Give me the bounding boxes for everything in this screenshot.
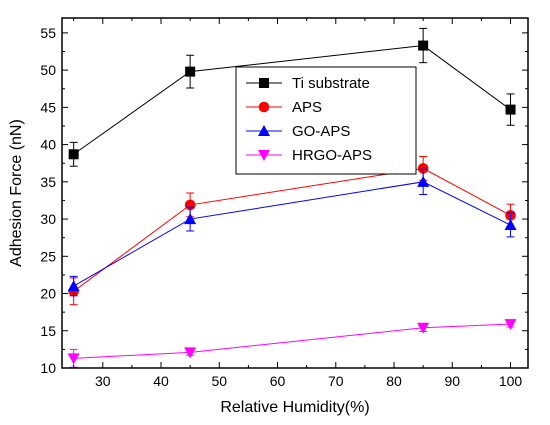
legend-label: APS <box>292 99 322 116</box>
data-point <box>418 40 429 51</box>
plot-frame <box>61 17 529 369</box>
y-tick-label: 35 <box>40 174 56 190</box>
data-point <box>67 280 80 292</box>
y-tick-label: 30 <box>40 211 56 227</box>
series-aps <box>68 156 516 306</box>
y-tick-label: 50 <box>40 62 56 78</box>
series-line <box>73 167 511 292</box>
legend-label: Ti substrate <box>292 75 370 92</box>
data-point <box>184 213 197 225</box>
legend-entry: APS <box>246 99 322 116</box>
y-axis-title: Adhesion Force (nN) <box>8 119 25 267</box>
x-tick-label: 70 <box>328 373 344 389</box>
x-tick-label: 80 <box>386 373 402 389</box>
series-line <box>73 45 511 155</box>
data-point <box>504 319 517 331</box>
data-point <box>417 175 430 187</box>
series-hrgo-aps <box>67 319 517 368</box>
data-point <box>505 104 516 115</box>
legend-entry: GO-APS <box>246 123 350 140</box>
series-layer <box>67 27 517 368</box>
x-tick-label: 40 <box>153 373 169 389</box>
data-point <box>184 347 197 359</box>
x-axis-title: Relative Humidity(%) <box>220 399 369 416</box>
x-tick-label: 60 <box>270 373 286 389</box>
axis-ticks: 30 40 50 60 70 80 90 100 10 15 20 25 30 35 40 45 50 55 <box>40 18 528 389</box>
legend: Ti substrate APS GO-APS HRGO-APS <box>235 66 417 175</box>
y-tick-label: 45 <box>40 99 56 115</box>
data-point <box>504 219 517 231</box>
x-tick-label: 100 <box>499 373 523 389</box>
data-point <box>417 163 429 174</box>
y-tick-label: 10 <box>40 360 56 376</box>
x-tick-label: 30 <box>95 373 111 389</box>
y-tick-label: 20 <box>40 286 56 302</box>
legend-label: GO-APS <box>292 123 350 140</box>
y-tick-label: 40 <box>40 137 56 153</box>
series-line <box>73 181 511 287</box>
legend-label: HRGO-APS <box>292 147 372 164</box>
x-tick-label: 90 <box>444 373 460 389</box>
legend-entry: Ti substrate <box>246 75 370 92</box>
data-point <box>185 66 196 77</box>
y-tick-label: 15 <box>40 323 56 339</box>
series-go-aps <box>67 168 517 297</box>
data-point <box>67 353 80 365</box>
legend-marker <box>258 125 270 136</box>
y-tick-label: 25 <box>40 248 56 264</box>
legend-marker <box>258 150 270 161</box>
legend-marker <box>259 78 269 88</box>
x-tick-label: 50 <box>211 373 227 389</box>
data-point <box>68 149 79 160</box>
y-tick-label: 55 <box>40 25 56 41</box>
legend-marker <box>258 101 270 113</box>
series-ti-substrate <box>68 27 516 167</box>
series-line <box>73 323 511 359</box>
data-point <box>417 322 430 334</box>
legend-entry: HRGO-APS <box>246 147 372 164</box>
